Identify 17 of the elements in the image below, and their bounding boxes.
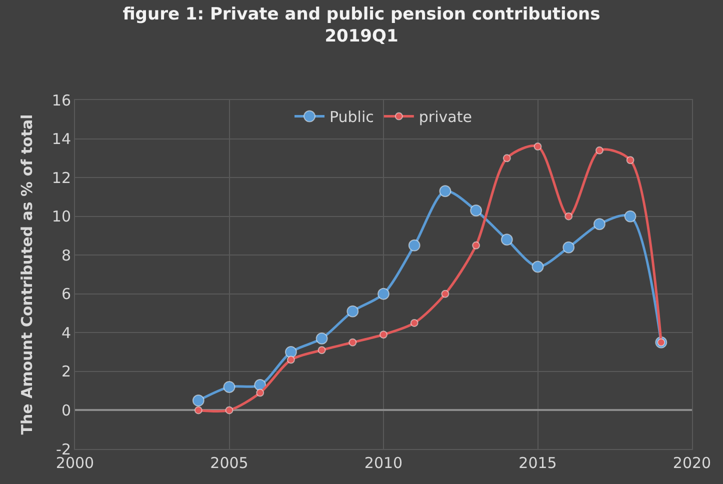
y-tick-label: 2 [61,362,71,381]
x-tick-label: 2010 [364,454,403,472]
y-tick-label: 8 [61,246,71,264]
y-tick-label: 6 [61,285,71,304]
x-tick-label: 2020 [672,454,712,472]
y-axis-title: The Amount Contributed as % of total [18,114,36,435]
x-tick-label: 2005 [210,454,248,472]
y-tick-label: 14 [52,130,71,148]
chart-title: figure 1: Private and public pension contributions 2019Q1 [122,4,600,46]
y-tick-label: 0 [61,401,71,420]
y-tick-label: 4 [61,324,71,342]
y-tick-label: 10 [52,208,71,226]
x-tick-label: 2015 [518,454,557,472]
legend-label: Public [330,108,374,126]
legend-label: private [418,108,472,126]
y-tick-label: 16 [52,91,71,110]
y-tick-label: 12 [52,168,71,187]
